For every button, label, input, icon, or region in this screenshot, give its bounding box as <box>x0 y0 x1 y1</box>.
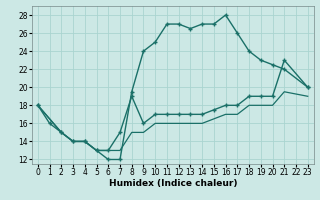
X-axis label: Humidex (Indice chaleur): Humidex (Indice chaleur) <box>108 179 237 188</box>
